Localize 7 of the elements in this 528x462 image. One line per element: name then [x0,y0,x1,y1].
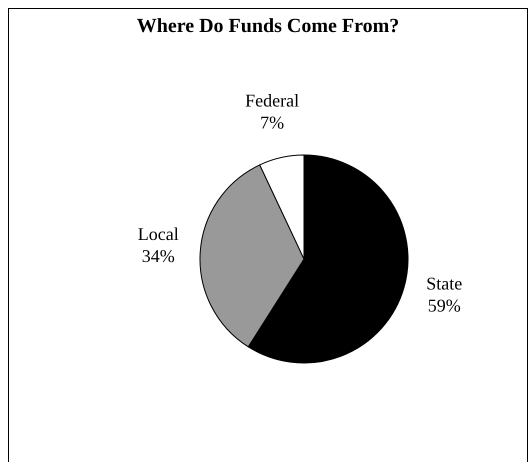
slice-label: Federal [245,90,300,111]
data-label: 7% [260,112,284,133]
data-label: 59% [428,296,461,316]
slice-label: State [426,274,462,294]
data-label: 34% [142,246,175,266]
chart-title: Where Do Funds Come From? [136,15,400,38]
slice-label: Local [138,224,179,244]
